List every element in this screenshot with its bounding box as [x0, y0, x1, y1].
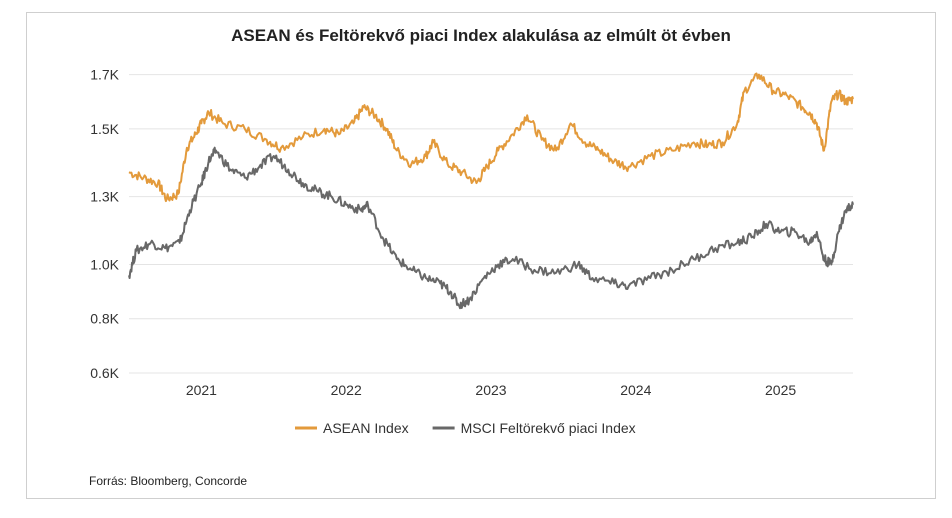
legend: ASEAN Index MSCI Feltörekvő piaci Index: [295, 420, 636, 436]
gridlines: [129, 74, 853, 374]
y-tick-label: 0.6K: [90, 365, 119, 381]
x-tick-label: 2023: [475, 382, 506, 398]
y-tick-label: 1.3K: [90, 189, 119, 205]
y-tick-label: 1.7K: [90, 67, 119, 83]
y-axis-ticks: 0.6K 0.8K 1.0K 1.3K 1.5K 1.7K: [90, 67, 119, 381]
legend-label: ASEAN Index: [323, 420, 409, 436]
y-tick-label: 0.8K: [90, 311, 119, 327]
y-tick-label: 1.5K: [90, 121, 119, 137]
chart-svg: ASEAN és Feltörekvő piaci Index alakulás…: [89, 26, 854, 488]
series-line: [128, 146, 854, 310]
legend-label: MSCI Feltörekvő piaci Index: [461, 420, 636, 436]
x-tick-label: 2025: [765, 382, 796, 398]
x-tick-label: 2022: [331, 382, 362, 398]
source-note: Forrás: Bloomberg, Concorde: [89, 474, 247, 488]
chart-frame: ASEAN és Feltörekvő piaci Index alakulás…: [26, 12, 936, 499]
x-tick-label: 2024: [620, 382, 651, 398]
y-tick-label: 1.0K: [90, 256, 119, 272]
series-lines: [128, 72, 854, 310]
series-line: [128, 72, 854, 203]
x-tick-label: 2021: [186, 382, 217, 398]
x-axis-ticks: 2021 2022 2023 2024 2025: [186, 382, 797, 398]
chart-title: ASEAN és Feltörekvő piaci Index alakulás…: [231, 26, 731, 45]
